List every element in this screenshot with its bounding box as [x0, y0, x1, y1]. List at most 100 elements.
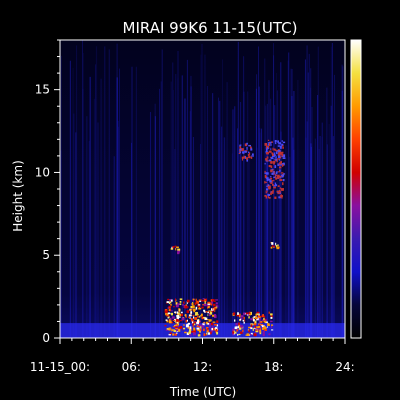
low-cloud-echo: [186, 332, 190, 336]
low-cloud-echo: [172, 326, 176, 328]
low-cloud-echo: [216, 320, 219, 324]
low-cloud-echo: [169, 317, 172, 321]
high-cloud-echo: [283, 178, 285, 182]
mid-cloud-echo: [171, 246, 174, 249]
low-cloud-echo: [195, 298, 197, 302]
low-cloud-echo: [210, 330, 214, 332]
low-cloud-echo: [175, 328, 179, 332]
low-cloud-echo: [206, 332, 208, 336]
x-tick-label: 12:: [193, 360, 212, 374]
low-cloud-echo: [207, 323, 210, 325]
low-cloud-echo: [238, 322, 240, 326]
low-cloud-echo: [264, 329, 267, 331]
low-cloud-echo: [204, 317, 208, 321]
high-cloud-echo: [282, 145, 284, 147]
high-cloud-echo: [270, 143, 272, 146]
low-cloud-echo: [266, 326, 269, 328]
high-cloud-echo: [275, 184, 278, 187]
low-cloud-echo: [265, 321, 268, 324]
high-cloud-echo: [276, 149, 278, 152]
high-cloud-echo: [279, 175, 282, 177]
high-cloud-echo: [270, 165, 273, 169]
low-cloud-echo: [256, 313, 259, 315]
low-cloud-echo: [233, 312, 236, 316]
high-cloud-echo: [281, 140, 283, 142]
high-cloud-echo: [265, 158, 268, 161]
low-cloud-echo: [213, 327, 216, 330]
low-cloud-echo: [208, 323, 211, 326]
low-cloud-echo: [197, 315, 199, 318]
low-cloud-echo: [262, 314, 264, 318]
low-cloud-echo: [172, 319, 175, 321]
high-cloud-echo: [268, 150, 272, 153]
high-cloud-echo: [272, 147, 274, 151]
low-cloud-echo: [194, 320, 196, 323]
low-cloud-echo: [185, 304, 188, 306]
high-cloud-echo: [273, 186, 276, 189]
high-cloud-echo: [280, 151, 283, 155]
low-cloud-echo: [202, 328, 205, 332]
low-cloud-echo: [171, 312, 174, 316]
low-cloud-echo: [247, 313, 249, 317]
low-cloud-echo: [208, 311, 211, 314]
high-cloud-echo: [264, 180, 266, 184]
high-cloud-echo: [275, 151, 278, 155]
low-cloud-echo: [197, 303, 201, 307]
high-cloud-echo: [278, 150, 281, 154]
low-cloud-echo: [185, 321, 187, 323]
x-tick-label: 11-15_00:: [30, 360, 90, 374]
low-cloud-echo: [242, 319, 245, 322]
high-cloud-echo: [239, 146, 242, 149]
low-cloud-echo: [197, 304, 201, 306]
low-cloud-echo: [196, 319, 200, 323]
high-cloud-echo: [273, 154, 277, 156]
low-cloud-echo: [248, 326, 251, 329]
low-cloud-echo: [252, 317, 255, 321]
low-cloud-echo: [210, 302, 212, 305]
high-cloud-echo: [271, 153, 275, 157]
low-cloud-echo: [168, 320, 172, 324]
low-cloud-echo: [236, 314, 240, 317]
high-cloud-echo: [239, 148, 242, 151]
low-cloud-echo: [177, 312, 180, 315]
low-cloud-echo: [198, 305, 200, 308]
low-cloud-echo: [207, 332, 211, 335]
low-cloud-echo: [214, 309, 216, 312]
low-cloud-echo: [178, 316, 181, 318]
low-cloud-echo: [205, 326, 208, 330]
high-cloud-echo: [282, 141, 286, 144]
low-cloud-echo: [167, 317, 169, 319]
high-cloud-echo: [277, 158, 281, 160]
low-cloud-echo: [210, 299, 214, 302]
low-cloud-echo: [192, 322, 195, 326]
low-cloud-echo: [265, 328, 267, 330]
low-cloud-echo: [211, 327, 214, 331]
high-cloud-echo: [265, 172, 269, 175]
low-cloud-echo: [192, 298, 195, 302]
low-cloud-echo: [232, 332, 234, 336]
low-cloud-echo: [194, 321, 197, 324]
low-cloud-echo: [235, 322, 238, 326]
low-cloud-echo: [185, 324, 189, 328]
high-cloud-echo: [272, 160, 276, 164]
high-cloud-echo: [274, 196, 277, 199]
low-cloud-echo: [263, 315, 266, 318]
high-cloud-echo: [279, 190, 281, 194]
low-cloud-echo: [216, 331, 219, 335]
low-cloud-echo: [176, 325, 179, 327]
low-cloud-echo: [175, 326, 178, 329]
low-cloud-echo: [204, 301, 206, 304]
y-axis: 0 5 10 15: [35, 39, 60, 345]
low-cloud-echo: [205, 321, 209, 325]
low-cloud-echo: [213, 328, 217, 331]
low-cloud-echo: [207, 303, 211, 306]
low-cloud-echo: [199, 315, 201, 317]
high-cloud-echo: [277, 174, 280, 177]
low-cloud-echo: [263, 317, 265, 321]
high-cloud-echo: [277, 149, 281, 152]
mid-cloud-echo: [276, 246, 280, 249]
high-cloud-echo: [275, 172, 278, 175]
low-cloud-echo: [203, 298, 207, 302]
low-cloud-echo: [191, 319, 194, 322]
